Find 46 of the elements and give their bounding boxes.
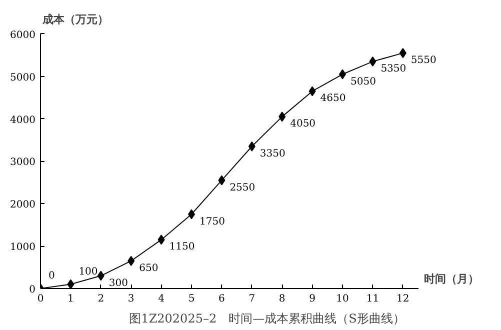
y-tick-label: 3000 (10, 157, 36, 168)
x-tick-label: 2 (98, 294, 104, 304)
text: 图1Z202025–2 时间—成本累积曲线（S形曲线） (129, 312, 405, 326)
y-tick-label: 4000 (10, 114, 36, 126)
y-tick-label: 1000 (10, 242, 36, 254)
y-axis-title: 成本（万元） (42, 12, 108, 26)
data-label: 1750 (200, 216, 225, 228)
point (67, 279, 74, 288)
y-tick-label: 2000 (10, 200, 36, 211)
x-tick-label: 6 (218, 294, 225, 304)
data-label: 5350 (380, 64, 406, 75)
data-label: 4650 (320, 93, 346, 104)
data-label: 4050 (290, 118, 316, 130)
point (158, 234, 165, 245)
x-tick-label: 0 (37, 294, 44, 304)
x-tick-label: 3 (128, 294, 134, 304)
point (218, 175, 226, 186)
x-tick-label: 9 (309, 294, 316, 304)
x-axis-title: 时间（月） (424, 272, 479, 286)
data-label: 3350 (260, 148, 286, 160)
data-label: 300 (108, 278, 128, 289)
y-tick-label: 5000 (10, 72, 36, 84)
data-label: 100 (78, 266, 98, 278)
x-tick-label: 11 (366, 294, 380, 304)
x-tick-label: 5 (188, 294, 195, 304)
x-tick-label: 10 (336, 294, 349, 304)
y-tick-label: 6000 (10, 30, 36, 41)
data-label: 0 (48, 270, 55, 282)
point (399, 48, 406, 58)
point (278, 112, 286, 122)
point (308, 86, 316, 96)
x-tick-label: 12 (396, 294, 410, 304)
x-tick-label: 8 (278, 294, 286, 304)
point (369, 56, 376, 67)
y-tick-label: 0 (29, 284, 36, 296)
data-label: 2550 (230, 182, 256, 194)
x-tick-label: 7 (248, 294, 256, 304)
data-label: 650 (139, 262, 158, 274)
point (128, 256, 135, 266)
point (97, 270, 104, 281)
x-tick-label: 4 (158, 294, 164, 304)
data-label: 1150 (169, 242, 195, 253)
data-label: 5550 (410, 55, 436, 66)
data-label: 5050 (350, 76, 376, 88)
point (248, 141, 256, 152)
x-tick-label: 1 (68, 294, 74, 304)
